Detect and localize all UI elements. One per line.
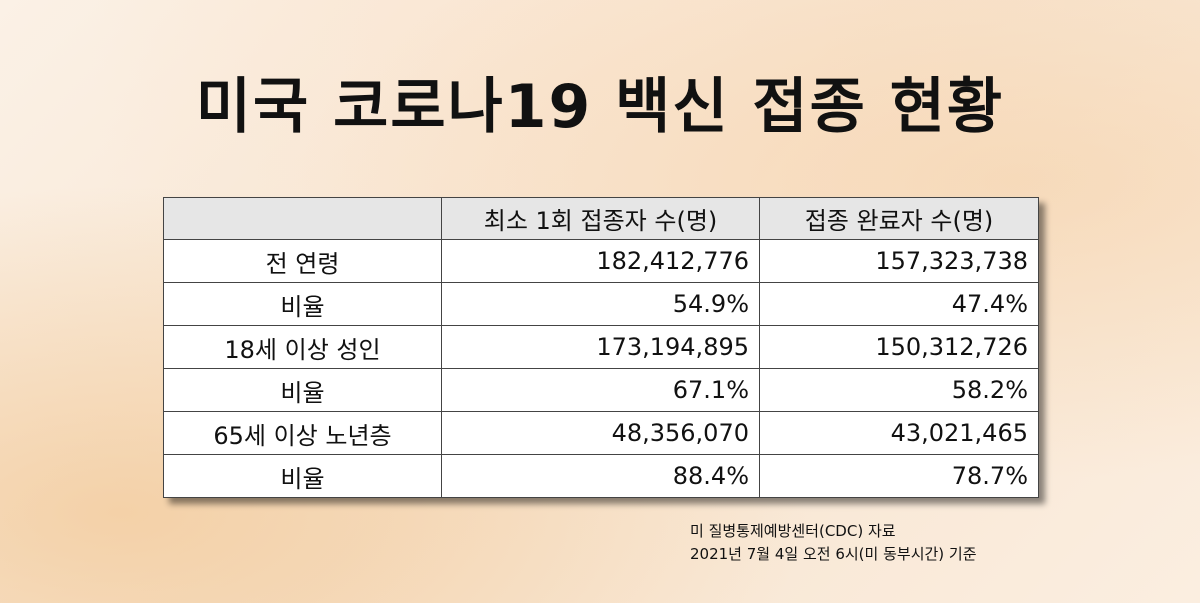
cell-value: 78.7% (759, 454, 1039, 498)
cell-value: 67.1% (441, 368, 760, 412)
table-row: 18세 이상 성인 173,194,895 150,312,726 (163, 325, 1039, 369)
cell-value: 48,356,070 (441, 411, 760, 455)
cell-value: 150,312,726 (759, 325, 1039, 369)
row-label: 전 연령 (163, 239, 442, 283)
table-row: 비율 54.9% 47.4% (163, 282, 1039, 326)
row-label: 18세 이상 성인 (163, 325, 442, 369)
row-label: 비율 (163, 454, 442, 498)
title: 미국 코로나19 백신 접종 현황 (195, 72, 1005, 142)
note: 미 질병통제예방센터(CDC) 자료 (690, 522, 896, 540)
header-cell: 접종 완료자 수(명) (759, 197, 1039, 240)
cell-value: 182,412,776 (441, 239, 760, 283)
row-label: 65세 이상 노년층 (163, 411, 442, 455)
cell-value: 43,021,465 (759, 411, 1039, 455)
table-row: 비율 88.4% 78.7% (163, 454, 1039, 498)
header-row: 최소 1회 접종자 수(명) 접종 완료자 수(명) (163, 197, 1039, 240)
vaccination-table: 최소 1회 접종자 수(명) 접종 완료자 수(명) 전 연령 182,412,7… (163, 197, 1039, 498)
row-label: 비율 (163, 368, 442, 412)
cell-value: 58.2% (759, 368, 1039, 412)
table-row: 65세 이상 노년층 48,356,070 43,021,465 (163, 411, 1039, 455)
cell-value: 173,194,895 (441, 325, 760, 369)
table-body: 전 연령 182,412,776 157,323,738 비율 54.9% 47.4% 18… (163, 239, 1039, 498)
note: 2021년 7월 4일 오전 6시(미 동부시간) 기준 (690, 545, 977, 563)
row-label: 비율 (163, 282, 442, 326)
notes: 미 질병통제예방센터(CDC) 자료 2021년 7월 4일 오전 6시(미 동… (690, 520, 977, 566)
header-corner (163, 197, 442, 240)
cell-value: 157,323,738 (759, 239, 1039, 283)
cell-value: 54.9% (441, 282, 760, 326)
cell-value: 47.4% (759, 282, 1039, 326)
cell-value: 88.4% (441, 454, 760, 498)
header-cell: 최소 1회 접종자 수(명) (441, 197, 760, 240)
table-row: 비율 67.1% 58.2% (163, 368, 1039, 412)
table-row: 전 연령 182,412,776 157,323,738 (163, 239, 1039, 283)
